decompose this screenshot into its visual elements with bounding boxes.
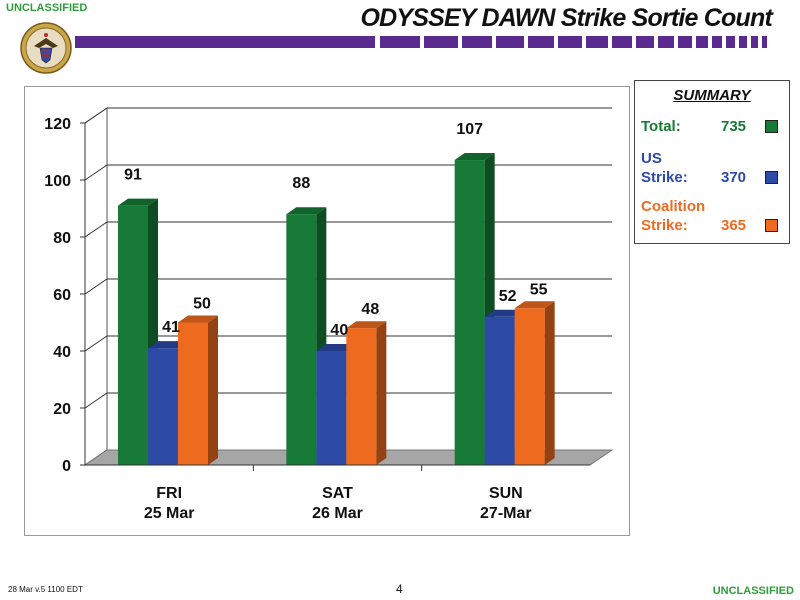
- summary-title: SUMMARY: [673, 87, 751, 104]
- banner-segment: [586, 36, 608, 48]
- x-tick-label-date: 27-Mar: [480, 505, 532, 522]
- data-label: 50: [193, 296, 211, 313]
- bar-top: [484, 309, 525, 317]
- bar-front: [118, 205, 148, 465]
- chart-data-labels: 91 41 50 88 40 48 107 52 55: [124, 121, 548, 339]
- banner-segment: [751, 36, 758, 48]
- title-banner: [75, 36, 375, 48]
- bar-top: [346, 321, 387, 329]
- banner-segment: [726, 36, 735, 48]
- classification-top: UNCLASSIFIED: [6, 2, 88, 14]
- data-label: 41: [162, 319, 180, 336]
- strike-sortie-chart: 91 41 50 88 40 48 107 52 55 0 20 40 60 80 100 120 FRI 25…: [25, 107, 614, 522]
- y-axis-title: Strike Sorties: [25, 236, 27, 352]
- bar-front: [316, 351, 347, 465]
- x-tick-label: SUN: [489, 485, 523, 502]
- y-tick-label: 120: [44, 116, 71, 133]
- bar-top: [178, 315, 218, 323]
- bar-front: [346, 328, 377, 465]
- y-tick-label: 20: [53, 401, 71, 418]
- banner-segment: [739, 36, 747, 48]
- seal-logo: [20, 22, 72, 74]
- summary-us-label: US Strike:: [641, 149, 688, 187]
- bar-top: [118, 198, 158, 206]
- coalition-strike-bar: [178, 315, 218, 465]
- summary-total-value: 735: [721, 118, 747, 135]
- summary-coalition-label-line2: Strike:: [641, 217, 688, 234]
- total-legend-swatch: [765, 120, 778, 133]
- summary-coalition-row: Coalition Strike: 365: [641, 197, 781, 235]
- bar-front: [514, 308, 545, 465]
- chart-bars: [118, 153, 555, 466]
- summary-coalition-label: Coalition Strike:: [641, 197, 705, 235]
- banner-segment: [424, 36, 458, 48]
- data-label: 91: [124, 167, 142, 184]
- bar-side: [544, 301, 555, 465]
- y-tick-label: 40: [53, 344, 71, 361]
- banner-segment: [528, 36, 554, 48]
- page-number: 4: [396, 582, 403, 596]
- banner-segment: [636, 36, 654, 48]
- total-bar: [118, 198, 158, 465]
- summary-coalition-value: 365: [721, 217, 747, 234]
- y-tick-label: 80: [53, 230, 71, 247]
- footer-version: 28 Mar v.5 1100 EDT: [8, 585, 83, 594]
- summary-coalition-label-line1: Coalition: [641, 198, 706, 215]
- banner-segment: [678, 36, 692, 48]
- banner-segment: [696, 36, 708, 48]
- coalition-strike-bar: [514, 301, 555, 465]
- banner-segment: [462, 36, 492, 48]
- gridline-diagonal: [84, 164, 108, 181]
- banner-segment: [712, 36, 722, 48]
- x-tick-label-date: 25 Mar: [144, 505, 195, 522]
- coalition-legend-swatch: [765, 219, 778, 232]
- summary-us-value: 370: [721, 169, 747, 186]
- bar-front: [178, 322, 208, 465]
- summary-us-label-line2: Strike:: [641, 169, 688, 186]
- gridline-diagonal: [84, 335, 108, 352]
- coalition-strike-bar: [346, 321, 387, 465]
- bar-side: [376, 321, 387, 465]
- us-legend-swatch: [765, 171, 778, 184]
- bar-front: [484, 316, 515, 465]
- data-label: 52: [499, 288, 517, 305]
- gridline-diagonal: [84, 107, 108, 124]
- bar-top: [286, 207, 327, 215]
- bar-front: [148, 348, 178, 465]
- data-label: 88: [292, 175, 310, 192]
- data-label: 40: [330, 322, 348, 339]
- gridline-diagonal: [84, 221, 108, 238]
- chart-frame: 91 41 50 88 40 48 107 52 55 0 20 40 60 80 100 120 FRI 25…: [24, 86, 630, 536]
- x-tick-label: SAT: [322, 485, 353, 502]
- data-label: 48: [361, 301, 379, 318]
- x-tick-label: FRI: [156, 485, 182, 502]
- bar-top: [454, 153, 495, 161]
- bar-front: [454, 160, 485, 466]
- summary-us-label-line1: US: [641, 150, 662, 167]
- banner-segment: [380, 36, 420, 48]
- summary-us-row: US Strike: 370: [641, 149, 781, 187]
- summary-box: SUMMARY Total: 735 US Strike: 370 Coalit…: [634, 80, 790, 244]
- banner-segment: [558, 36, 582, 48]
- chart-axes: 0 20 40 60 80 100 120 FRI 25 Mar SAT 26 Mar SUN 27-M…: [25, 116, 590, 522]
- bar-side: [208, 315, 218, 465]
- bar-top: [514, 301, 555, 309]
- banner-segment: [612, 36, 632, 48]
- bar-front: [286, 214, 317, 465]
- classification-bottom: UNCLASSIFIED: [712, 585, 794, 597]
- data-label: 107: [456, 121, 483, 138]
- gridline-diagonal: [84, 392, 108, 409]
- summary-total-label: Total:: [641, 118, 681, 135]
- banner-segment: [658, 36, 674, 48]
- y-tick-label: 0: [62, 458, 71, 475]
- gridline-diagonal: [84, 278, 108, 295]
- summary-total-row: Total: 735: [641, 117, 781, 136]
- data-label: 55: [530, 281, 548, 298]
- y-tick-label: 60: [53, 287, 71, 304]
- banner-segment: [762, 36, 767, 48]
- x-tick-label-date: 26 Mar: [312, 505, 363, 522]
- slide-title: ODYSSEY DAWN Strike Sortie Count: [360, 4, 772, 32]
- banner-segment: [496, 36, 524, 48]
- y-tick-label: 100: [44, 173, 71, 190]
